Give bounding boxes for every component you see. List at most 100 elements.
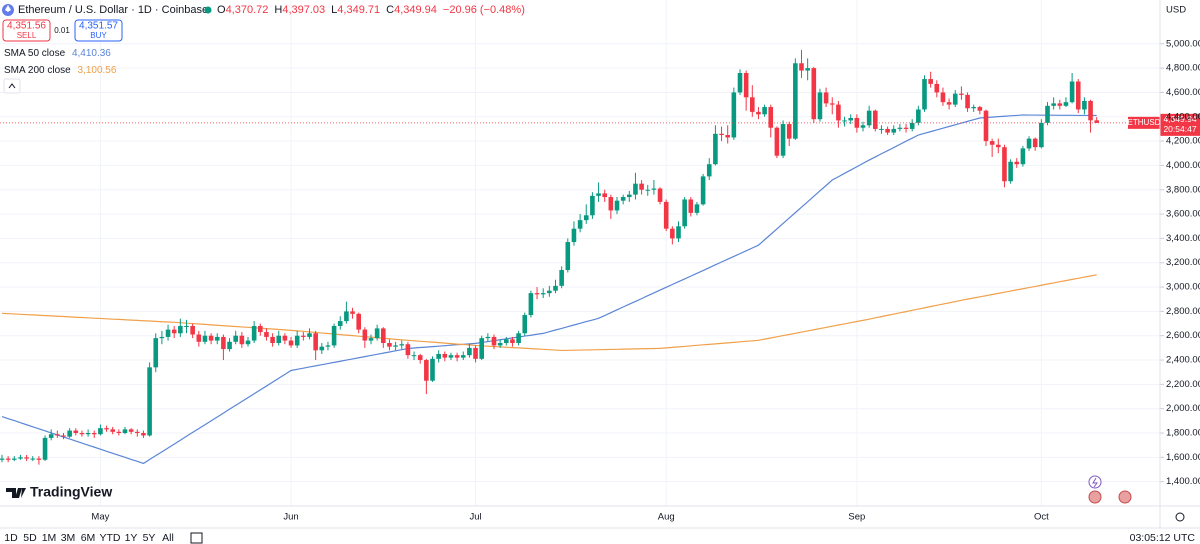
event-icon[interactable] (1088, 490, 1102, 504)
candle-body (5, 458, 11, 460)
buy-label[interactable]: BUY (90, 31, 107, 40)
sell-price[interactable]: 4,351.56 (7, 21, 46, 32)
candle-body (620, 197, 626, 201)
candle-body (1082, 100, 1087, 110)
candle-body (55, 434, 60, 436)
symbol-tag-label: ETHUSD (1128, 118, 1161, 127)
price-tag-countdown: 20:54:47 (1163, 124, 1196, 134)
candle-body (1026, 138, 1032, 149)
y-tick-label: 3,600.00 (1166, 209, 1200, 220)
sma-line (1, 114, 1097, 465)
candle-body (713, 133, 718, 165)
candle-body (793, 63, 798, 139)
range-button[interactable]: YTD (100, 532, 121, 544)
collapse-icon[interactable] (8, 83, 16, 89)
candle-body (583, 215, 589, 221)
range-button[interactable]: 1D (4, 532, 18, 544)
candle-body (614, 200, 620, 211)
logo-text: TradingView (30, 484, 112, 500)
candle-body (577, 220, 583, 229)
sell-button[interactable] (2, 19, 51, 42)
candle-body (497, 343, 503, 346)
event-icon-glyph (1092, 477, 1098, 488)
ohlc-key: C (386, 4, 394, 16)
candle-body (959, 93, 964, 95)
range-button[interactable]: 1M (42, 532, 57, 544)
candle-body (491, 336, 497, 346)
legend-entry: SMA 200 close 3,100.56 (4, 65, 117, 76)
candle-body (178, 325, 183, 334)
calendar-icon[interactable] (190, 532, 203, 544)
candle-body (602, 193, 607, 198)
candle-body (184, 325, 189, 327)
candle-body (79, 433, 85, 435)
candle-body (374, 328, 380, 339)
event-icon[interactable] (1118, 490, 1132, 504)
candle-body (928, 79, 933, 84)
x-tick-label: May (91, 512, 109, 523)
candle-body (1069, 81, 1075, 103)
candle-body (516, 333, 521, 344)
buy-price[interactable]: 4,351.57 (79, 21, 118, 32)
candle-body (270, 336, 275, 344)
candle-body (460, 355, 466, 358)
candle-body (510, 339, 515, 344)
candle-body (196, 334, 202, 342)
candle-body (719, 133, 724, 136)
candle-body (319, 346, 325, 351)
sell-label[interactable]: SELL (17, 31, 37, 40)
settings-icon[interactable] (1175, 512, 1185, 522)
candle-body (1088, 100, 1093, 121)
range-button[interactable]: 1Y (125, 532, 138, 544)
event-icon[interactable] (1088, 475, 1102, 489)
range-button[interactable]: All (162, 532, 174, 544)
candle-body (399, 344, 405, 346)
candle-body (128, 429, 134, 432)
candle-body (467, 347, 472, 356)
collapse-button[interactable] (3, 78, 21, 94)
y-tick-label: 4,200.00 (1166, 136, 1200, 147)
legend-name: SMA 200 close (4, 65, 71, 76)
ohlc-key: H (274, 4, 282, 16)
candle-body (42, 437, 48, 460)
range-button[interactable]: 6M (81, 532, 96, 544)
candle-body (325, 345, 331, 347)
range-button[interactable]: 5D (23, 532, 37, 544)
candle-body (977, 107, 983, 111)
candle-body (227, 341, 232, 350)
candle-body (417, 355, 423, 361)
candle-body (301, 335, 306, 337)
candle-body (405, 344, 411, 356)
ohlc-value: 4,349.71 (337, 4, 380, 16)
currency-label[interactable]: USD (1166, 5, 1186, 16)
candle-body (762, 107, 767, 115)
candle-body (73, 430, 79, 434)
candle-body (657, 188, 663, 202)
candle-body (1051, 103, 1056, 106)
candle-body (1063, 102, 1069, 106)
candle-body (811, 68, 817, 120)
candle-body (159, 336, 165, 339)
candle-body (251, 325, 257, 341)
ohlc-key: L (331, 4, 337, 16)
candle-body (221, 336, 226, 350)
candle-body (965, 94, 970, 109)
range-button[interactable]: 5Y (143, 532, 156, 544)
symbol-title: Ethereum / U.S. Dollar · 1D · Coinbase (18, 4, 208, 16)
candle-body (860, 125, 866, 128)
candle-body (534, 293, 540, 295)
candle-body (1094, 120, 1099, 123)
candle-body (676, 226, 681, 239)
y-tick-label: 2,800.00 (1166, 306, 1200, 317)
candles (0, 49, 1099, 465)
y-tick-label: 4,400.00 (1166, 111, 1200, 122)
candle-body (866, 110, 872, 126)
price-tag (1160, 113, 1200, 136)
candle-body (214, 336, 220, 341)
buy-button[interactable] (74, 19, 123, 42)
candle-body (768, 107, 774, 128)
y-tick-label: 5,000.00 (1166, 38, 1200, 49)
range-button[interactable]: 3M (61, 532, 76, 544)
candle-body (24, 457, 29, 459)
candle-body (30, 458, 36, 460)
